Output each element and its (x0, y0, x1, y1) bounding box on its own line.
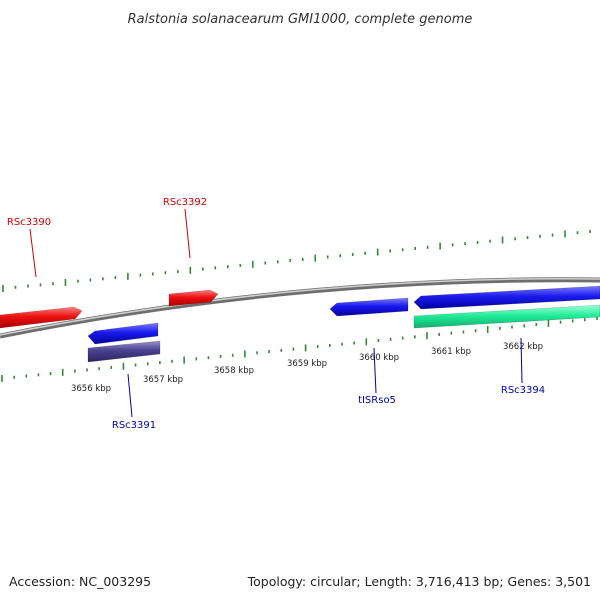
gene-label: tISRso5 (358, 395, 396, 406)
scale-label: 3656 kbp (71, 384, 111, 394)
outer-tick-track (2, 230, 591, 292)
gene-label-leader (520, 337, 523, 384)
gene-arrow-rsc3392 (168, 289, 219, 307)
scale-labels: 3656 kbp 3657 kbp 3658 kbp 3659 kbp 3660 kbp… (71, 342, 543, 394)
gene-label-leader (127, 373, 133, 418)
gene-arrow-rsc3391 (87, 322, 159, 345)
feature-bar-rsc3394 (413, 304, 600, 329)
gene-bar-rsc3391-rna (87, 340, 161, 363)
gene-label-leader (29, 228, 37, 278)
genome-summary-text: Topology: circular; Length: 3,716,413 bp… (247, 574, 591, 589)
genome-backbone (0, 277, 600, 339)
map-title: Ralstonia solanacearum GMI1000, complete… (128, 12, 473, 27)
accession-text: Accession: NC_003295 (9, 574, 151, 589)
scale-label: 3658 kbp (214, 366, 254, 376)
gene-label: RSc3391 (112, 420, 156, 431)
scale-label: 3657 kbp (143, 375, 183, 385)
gene-label: RSc3392 (163, 197, 207, 208)
gene-arrow-rsc3390 (0, 306, 83, 329)
scale-label: 3659 kbp (287, 359, 327, 369)
gene-label: RSc3394 (501, 385, 545, 396)
gene-label-leader (184, 208, 191, 259)
genome-backbone-highlight (0, 278, 600, 336)
gene-label-leader (373, 347, 377, 394)
gene-label: RSc3390 (7, 217, 51, 228)
scale-label: 3661 kbp (431, 347, 471, 357)
inner-tick-track (1, 317, 598, 382)
gene-arrow-tisrso5 (329, 297, 409, 317)
gene-arrow-rsc3394 (413, 285, 600, 310)
scale-label: 3662 kbp (503, 342, 543, 352)
scale-label: 3660 kbp (359, 353, 399, 363)
feature-track (0, 285, 600, 363)
gene-labels: RSc3390 RSc3392 RSc3391 tISRso5 RSc3394 (7, 197, 545, 431)
